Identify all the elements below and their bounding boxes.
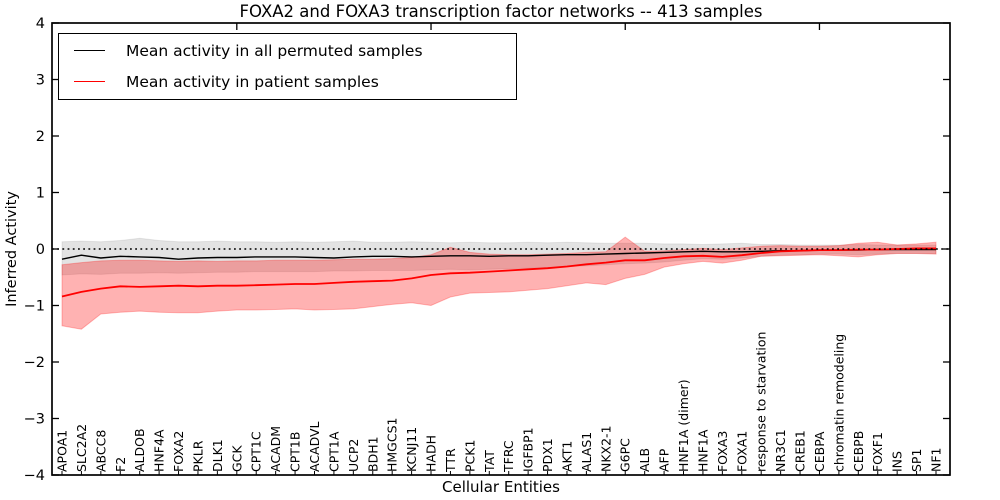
x-axis-label: Cellular Entities — [442, 478, 560, 496]
x-tick-label: IGFBP1 — [521, 427, 536, 472]
x-tick-label: APOA1 — [55, 430, 70, 472]
x-tick-label: BDH1 — [365, 436, 380, 472]
legend-label-permuted: Mean activity in all permuted samples — [126, 41, 423, 60]
x-tick-label: CPT1C — [249, 431, 264, 472]
x-tick-label: PDX1 — [540, 438, 555, 472]
x-tick-label: HMGCS1 — [385, 418, 400, 473]
x-tick-label: SP1 — [909, 449, 924, 472]
y-tick-label: 1 — [36, 186, 45, 202]
x-tick-label: ABCC8 — [93, 430, 108, 472]
x-tick-label: ALB — [637, 448, 652, 472]
y-tick-label: −4 — [24, 468, 45, 484]
x-tick-label: NKX2-1 — [598, 425, 613, 472]
x-tick-label: SLC2A2 — [74, 424, 89, 472]
y-axis-label: Inferred Activity — [4, 191, 20, 307]
x-tick-label: HNF1A — [695, 429, 710, 472]
x-tick-label: TAT — [482, 450, 497, 473]
x-tick-label: PKLR — [190, 440, 205, 472]
x-tick-label: AKT1 — [559, 441, 574, 472]
x-tick-label: ALAS1 — [579, 432, 594, 472]
x-tick-label: NR3C1 — [773, 429, 788, 472]
y-tick-label: 3 — [36, 73, 45, 89]
x-tick-label: F2 — [113, 457, 128, 472]
patient-mean-line — [61, 247, 936, 298]
legend-label-patient: Mean activity in patient samples — [126, 72, 379, 91]
y-tick-label: −3 — [24, 412, 45, 428]
chart-title: FOXA2 and FOXA3 transcription factor net… — [239, 2, 763, 21]
x-tick-label: GCK — [229, 445, 244, 472]
x-tick-label: HADH — [424, 435, 439, 472]
x-tick-label: DLK1 — [210, 439, 225, 472]
x-tick-label: CEBPB — [851, 431, 866, 472]
x-tick-label: FOXA1 — [734, 431, 749, 472]
x-tick-label: CEBPA — [812, 431, 827, 472]
x-tick-label: CREB1 — [793, 430, 808, 472]
y-tick-label: 2 — [36, 129, 45, 145]
x-tick-label: CPT1B — [288, 432, 303, 472]
x-tick-label: FOXA2 — [171, 431, 186, 472]
y-tick-label: −1 — [24, 299, 45, 315]
x-tick-label: FOXF1 — [870, 432, 885, 472]
x-tick-label: NF1 — [929, 448, 944, 473]
legend-line-patient-icon — [74, 81, 105, 82]
x-tick-label: ACADVL — [307, 421, 322, 472]
x-tick-label: CPT1A — [326, 431, 341, 472]
patient-range-band — [61, 236, 937, 330]
x-tick-label: TTR — [443, 448, 458, 473]
x-tick-label: ACADM — [268, 426, 283, 472]
x-tick-label: AFP — [657, 448, 672, 472]
x-tick-label: HNF4A — [152, 429, 167, 472]
y-tick-label: 0 — [36, 242, 45, 258]
legend: Mean activity in all permuted samples Me… — [58, 33, 517, 100]
x-tick-label: PCK1 — [462, 440, 477, 472]
legend-entry-permuted: Mean activity in all permuted samples — [59, 36, 516, 65]
y-tick-label: 4 — [36, 16, 45, 32]
legend-entry-patient: Mean activity in patient samples — [59, 67, 516, 96]
x-tick-label: UCP2 — [346, 439, 361, 472]
x-tick-label: FOXA3 — [715, 431, 730, 472]
x-tick-label: ALDOB — [132, 428, 147, 472]
x-tick-label: TFRC — [501, 440, 516, 473]
x-tick-label: chromatin remodeling — [831, 334, 846, 472]
x-tick-label: INS — [890, 451, 905, 472]
x-tick-label: response to starvation — [754, 332, 769, 473]
x-tick-label: KCNJ11 — [404, 427, 419, 472]
x-tick-label: G6PC — [618, 438, 633, 472]
legend-line-permuted-icon — [74, 50, 105, 51]
y-tick-label: −2 — [24, 355, 45, 371]
x-tick-label: HNF1A (dimer) — [676, 379, 691, 472]
